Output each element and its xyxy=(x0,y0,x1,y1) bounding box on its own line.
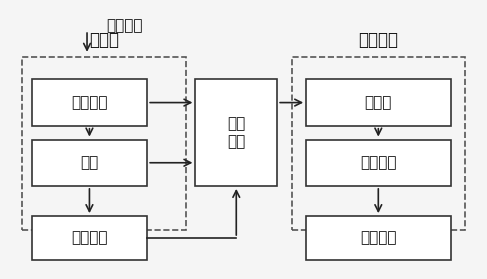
Bar xyxy=(306,140,450,186)
Text: 图像输入: 图像输入 xyxy=(106,18,143,33)
Bar xyxy=(32,79,147,126)
Text: 差分
图像: 差分 图像 xyxy=(227,116,245,149)
Text: 车流信息: 车流信息 xyxy=(360,230,396,246)
Text: 预处理: 预处理 xyxy=(89,31,119,49)
Text: 去噪: 去噪 xyxy=(80,155,98,170)
Bar xyxy=(292,57,465,230)
Text: 帧灰度化: 帧灰度化 xyxy=(71,95,108,110)
Text: 形态增强: 形态增强 xyxy=(360,155,396,170)
Bar xyxy=(32,140,147,186)
Bar xyxy=(306,216,450,260)
Bar xyxy=(195,79,277,186)
Text: 前景提取: 前景提取 xyxy=(358,31,398,49)
Bar xyxy=(306,79,450,126)
Text: 二値化: 二値化 xyxy=(365,95,392,110)
Bar xyxy=(22,57,186,230)
Bar xyxy=(32,216,147,260)
Text: 背景提取: 背景提取 xyxy=(71,230,108,246)
